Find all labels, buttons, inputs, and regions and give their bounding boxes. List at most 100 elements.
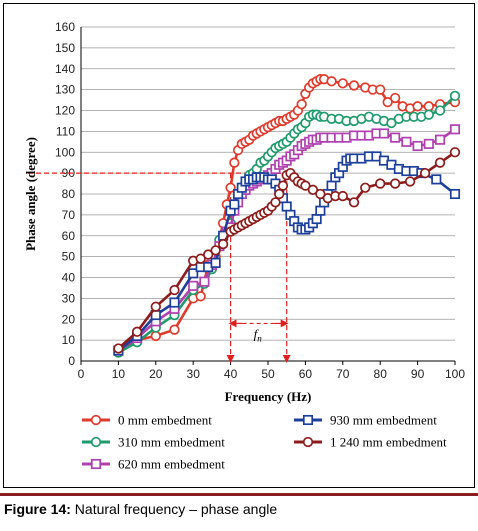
y-axis-label: Phase angle (degree) (23, 137, 38, 251)
y-tick-label: 20 (62, 312, 76, 326)
legend-item: 310 mm embedment (82, 435, 225, 450)
axes: 0102030405060708090100110120130140150160… (55, 20, 465, 381)
data-point (113, 343, 124, 354)
caption-bar: Figure 14: Natural frequency – phase ang… (0, 493, 478, 526)
data-point (307, 184, 319, 195)
data-point (449, 147, 461, 158)
data-point (348, 80, 360, 91)
data-point (434, 105, 446, 116)
data-point (419, 167, 431, 179)
legend-label: 1 240 mm embedment (330, 435, 447, 450)
y-tick-label: 40 (62, 271, 76, 285)
data-point (390, 132, 401, 143)
legend-swatch-marker (90, 436, 102, 448)
data-point (412, 101, 423, 112)
axis-labels: Frequency (Hz) Phase angle (degree) fn (23, 137, 311, 404)
y-tick-label: 120 (55, 104, 75, 118)
data-point (277, 180, 289, 191)
legend-label: 310 mm embedment (118, 435, 225, 450)
y-tick-label: 80 (62, 187, 76, 201)
y-tick-label: 70 (62, 208, 76, 222)
data-point (431, 174, 442, 185)
data-point (195, 291, 206, 302)
data-point (337, 190, 348, 202)
data-point (390, 178, 401, 189)
legend-item: 620 mm embedment (82, 457, 225, 472)
legend-item: 930 mm embedment (294, 413, 437, 428)
x-tick-label: 20 (149, 367, 163, 381)
data-point (169, 297, 180, 308)
figure-number: Figure 14: (4, 501, 71, 517)
data-point (225, 182, 236, 193)
data-point (360, 182, 371, 193)
data-point (404, 176, 416, 187)
figure-caption: Figure 14: Natural frequency – phase ang… (4, 501, 277, 517)
data-point (300, 180, 311, 191)
data-point (449, 90, 461, 102)
data-point (281, 201, 292, 212)
data-point (150, 301, 161, 312)
legend-swatch-marker (90, 458, 102, 470)
data-point (326, 180, 337, 191)
series-0 (113, 74, 461, 356)
data-point (188, 280, 199, 291)
data-point (274, 188, 285, 200)
x-tick-label: 40 (224, 367, 238, 381)
data-point (348, 197, 360, 208)
legend: 0 mm embedment 310 mm embedment 620 mm emb… (82, 413, 447, 472)
fn-subscript: n (257, 333, 262, 343)
data-point (315, 205, 326, 216)
y-tick-label: 140 (55, 62, 75, 76)
x-tick-label: 80 (374, 367, 388, 381)
data-point (337, 78, 348, 89)
legend-item: 1 240 mm embedment (294, 435, 447, 450)
data-point (311, 214, 322, 225)
data-point (423, 109, 434, 120)
x-tick-label: 70 (336, 367, 350, 381)
x-tick-label: 100 (445, 367, 465, 381)
data-point (390, 92, 401, 104)
x-tick-label: 90 (411, 367, 425, 381)
legend-item: 0 mm embedment (82, 413, 212, 428)
data-point (326, 76, 337, 87)
data-point (375, 178, 386, 189)
data-point (434, 134, 446, 145)
phase-angle-chart: 0102030405060708090100110120130140150160… (23, 20, 465, 472)
data-point (386, 117, 397, 129)
data-point (449, 188, 461, 200)
series-layer (113, 74, 461, 358)
y-tick-label: 100 (55, 145, 75, 159)
y-tick-label: 0 (68, 354, 75, 368)
data-point (229, 157, 240, 168)
figure-frame: 0 10 20 30 40 50 60 70 80 90 100 110 120 130 140 150 160… (3, 3, 475, 488)
annotation-layer (28, 172, 291, 363)
fn-symbol: f (254, 326, 260, 341)
legend-swatch-marker (302, 436, 314, 448)
data-point (229, 199, 240, 210)
data-point (210, 245, 221, 256)
data-point (169, 284, 180, 296)
y-tick-label: 50 (62, 250, 76, 264)
data-point (217, 238, 229, 250)
y-tick-label: 110 (56, 124, 75, 138)
data-point (423, 101, 434, 112)
figure-title: Natural frequency – phase angle (70, 501, 278, 517)
x-tick-label: 10 (112, 367, 126, 381)
legend-label: 620 mm embedment (118, 457, 225, 472)
data-point (449, 124, 461, 135)
y-tick-label: 30 (62, 291, 76, 305)
data-point (150, 330, 161, 342)
data-point (270, 197, 281, 208)
y-tick-label: 130 (55, 83, 75, 97)
data-point (188, 268, 199, 279)
series-4 (113, 147, 461, 354)
data-point (375, 84, 386, 95)
x-tick-label: 50 (261, 367, 275, 381)
natural-frequency-interval-label: fn (254, 326, 263, 343)
data-point (195, 253, 206, 264)
y-tick-label: 160 (55, 20, 75, 34)
data-point (210, 257, 221, 268)
data-point (296, 99, 307, 110)
y-tick-label: 10 (62, 333, 76, 347)
data-point (199, 276, 210, 287)
